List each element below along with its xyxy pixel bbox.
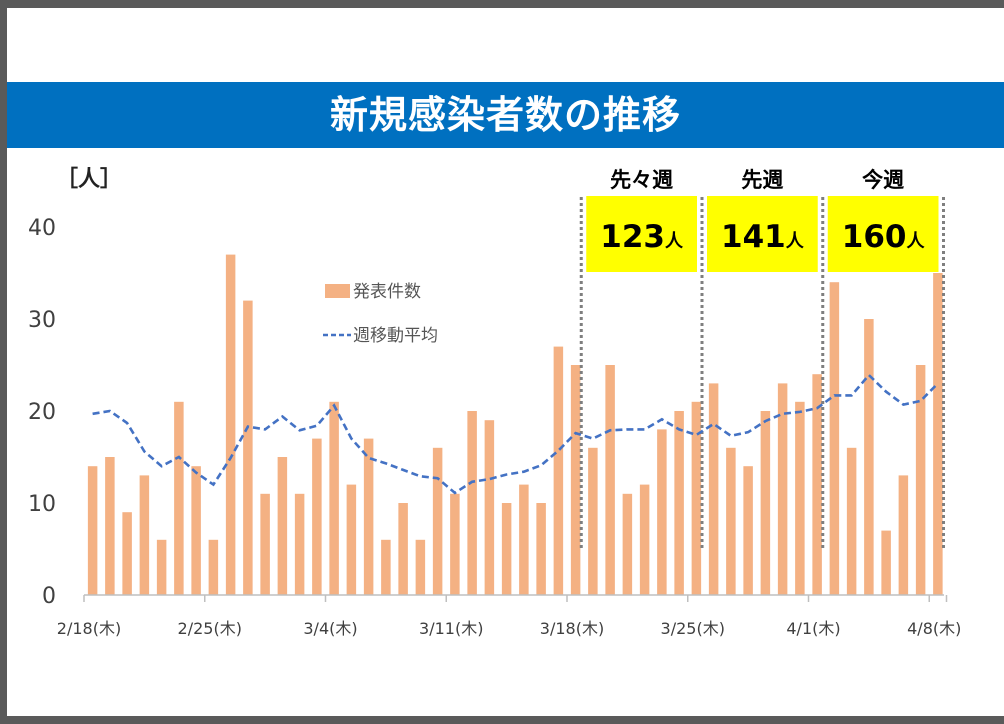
y-tick-label: 0 bbox=[42, 584, 56, 609]
bar bbox=[915, 365, 926, 595]
week-total: 141人 bbox=[721, 219, 805, 255]
bar bbox=[363, 438, 374, 595]
bar bbox=[432, 447, 443, 595]
bar bbox=[467, 411, 477, 595]
bar bbox=[846, 447, 857, 595]
bar bbox=[760, 411, 771, 595]
bar bbox=[536, 503, 546, 595]
bar bbox=[501, 503, 512, 595]
bar bbox=[795, 401, 805, 595]
week-total-box bbox=[707, 196, 818, 272]
y-tick-label: 10 bbox=[28, 492, 56, 517]
bar bbox=[777, 383, 788, 595]
bar bbox=[346, 484, 357, 595]
legend: 発表件数 週移動平均 bbox=[323, 282, 438, 346]
x-tick-label: 3/18(木) bbox=[540, 619, 604, 638]
y-unit-label: ［人］ bbox=[56, 166, 122, 192]
bar bbox=[243, 300, 253, 595]
week-label: 先々週 bbox=[610, 168, 673, 192]
bar bbox=[225, 254, 236, 595]
week-total: 123人 bbox=[600, 219, 684, 255]
bar bbox=[329, 401, 339, 595]
bar bbox=[260, 493, 270, 595]
bar bbox=[105, 457, 115, 595]
bar bbox=[139, 475, 150, 595]
x-tick-label: 3/11(木) bbox=[419, 619, 483, 638]
bar bbox=[829, 282, 840, 595]
bar bbox=[415, 539, 426, 595]
y-tick-label: 40 bbox=[28, 216, 56, 241]
bar bbox=[691, 401, 702, 595]
bar bbox=[156, 539, 167, 595]
x-tick-label: 4/1(木) bbox=[786, 619, 840, 638]
bar bbox=[881, 530, 891, 595]
bar bbox=[674, 411, 684, 595]
x-tick-label: 2/25(木) bbox=[178, 619, 242, 638]
bar bbox=[657, 429, 667, 595]
bar bbox=[450, 493, 460, 595]
bar bbox=[933, 273, 943, 595]
bar bbox=[87, 466, 98, 595]
bar bbox=[553, 346, 564, 595]
x-tick-label: 2/18(木) bbox=[57, 619, 121, 638]
bar bbox=[743, 466, 753, 595]
bar bbox=[588, 447, 598, 595]
bar bbox=[864, 319, 874, 595]
week-label: 今週 bbox=[862, 168, 904, 192]
x-tick-label: 3/25(木) bbox=[661, 619, 725, 638]
bar bbox=[208, 539, 219, 595]
bar bbox=[639, 484, 650, 595]
bar bbox=[519, 484, 529, 595]
legend-bar-swatch bbox=[325, 284, 350, 298]
bar bbox=[398, 503, 408, 595]
chart-title: 新規感染者数の推移 bbox=[329, 93, 681, 137]
x-tick-label: 4/8(木) bbox=[907, 619, 961, 638]
bar bbox=[484, 420, 495, 595]
bar bbox=[277, 457, 288, 595]
legend-line-label: 週移動平均 bbox=[353, 326, 438, 346]
week-total-box bbox=[586, 196, 697, 272]
bar bbox=[812, 374, 822, 595]
y-tick-label: 20 bbox=[28, 400, 56, 425]
week-total-box bbox=[827, 196, 939, 272]
bar bbox=[191, 466, 201, 595]
bar bbox=[312, 438, 322, 595]
bar bbox=[174, 401, 184, 595]
bar bbox=[294, 493, 305, 595]
bar bbox=[381, 539, 391, 595]
legend-bar-label: 発表件数 bbox=[353, 282, 421, 302]
bar bbox=[622, 493, 633, 595]
y-tick-label: 30 bbox=[28, 308, 56, 333]
bar bbox=[605, 365, 615, 595]
title-bar: 新規感染者数の推移 bbox=[7, 82, 1004, 148]
week-total: 160人 bbox=[842, 219, 926, 255]
bar bbox=[726, 447, 736, 595]
bar bbox=[898, 475, 909, 595]
x-tick-label: 3/4(木) bbox=[303, 619, 357, 638]
moving-average-line bbox=[92, 373, 939, 495]
bar bbox=[708, 383, 719, 595]
bar bbox=[570, 365, 581, 595]
bar bbox=[122, 512, 132, 595]
week-label: 先週 bbox=[741, 168, 783, 192]
